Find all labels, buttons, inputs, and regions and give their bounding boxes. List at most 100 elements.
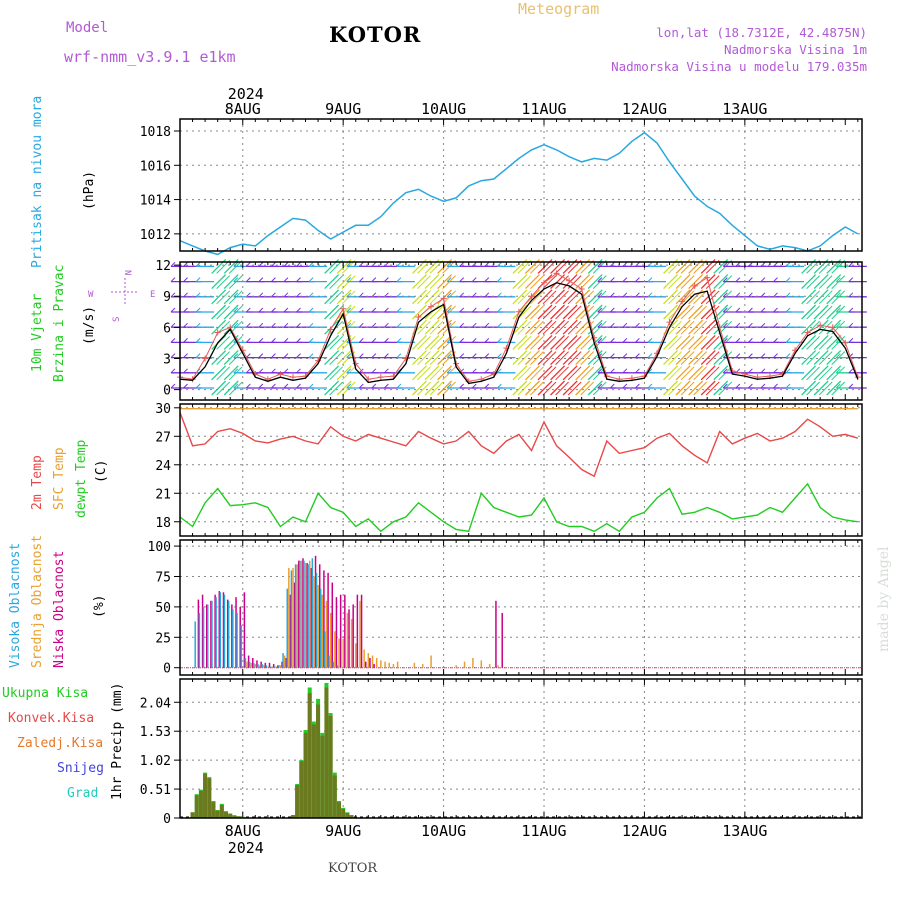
wind-barb	[296, 322, 301, 328]
wind-barb	[806, 290, 820, 305]
wind-barb	[785, 368, 791, 374]
wind-barb	[517, 336, 532, 350]
wind-barb	[437, 380, 453, 396]
top-day-label: 9AUG	[325, 100, 361, 118]
cloud-high-bar	[248, 661, 251, 668]
wind-barb	[346, 307, 352, 313]
wind-barb	[537, 289, 553, 305]
wind-barb	[170, 338, 176, 343]
wind-barb	[818, 275, 833, 289]
wind-barb	[760, 277, 766, 282]
wind-barb	[384, 262, 389, 267]
wind-barb	[748, 368, 753, 374]
wind-barb	[283, 277, 289, 282]
wind-barb	[417, 351, 431, 365]
wind-barb	[688, 365, 704, 381]
wind-barb	[446, 277, 452, 282]
panel-frame	[179, 261, 863, 401]
wind-barb	[713, 380, 729, 396]
wind-barb	[688, 304, 704, 320]
wind-barb	[688, 380, 704, 396]
wind-barb	[471, 307, 477, 313]
wind-barb	[530, 336, 544, 350]
cloud-high-bar	[294, 564, 297, 668]
wind-barb	[183, 383, 188, 389]
cloud-high-bar	[286, 588, 288, 668]
wind-barb	[580, 290, 595, 305]
conv-precip-bar	[215, 810, 220, 818]
wind-barb	[358, 277, 364, 282]
wind-barb	[183, 277, 188, 282]
cloud-mid-bar	[350, 619, 353, 668]
wind-barb	[233, 322, 239, 328]
wind-barb	[346, 292, 352, 298]
legend-conv-rain: Konvek.Kisa	[8, 711, 95, 726]
wind-barb	[647, 353, 653, 358]
cloud-mid-bar	[388, 662, 391, 668]
y-tick-label: 9	[163, 290, 171, 305]
conv-precip-bar	[316, 704, 321, 818]
cloud-low-bar	[339, 594, 342, 668]
wind-barb	[550, 319, 566, 335]
cloud-low-bar	[214, 594, 216, 668]
wind-barb	[785, 383, 791, 389]
y-tick-label: 24	[155, 459, 171, 474]
wind-barb	[223, 380, 239, 396]
y-tick-label: 12	[155, 259, 171, 274]
wind-barb	[437, 274, 453, 290]
wind-barb	[258, 262, 264, 267]
wind-barb	[609, 262, 615, 267]
wind-barb	[835, 338, 841, 343]
wind-gust-marker	[277, 371, 284, 378]
wind-barb	[412, 350, 427, 366]
wind-barb	[296, 368, 301, 374]
cloud-high-bar	[282, 653, 284, 668]
wind-barb	[748, 353, 753, 358]
bottom-day-label: 9AUG	[325, 822, 361, 840]
wind-barb	[693, 366, 707, 381]
wind-barb	[705, 305, 720, 320]
cloud-mid-bar	[334, 631, 336, 668]
wind-barb	[575, 350, 591, 366]
y-tick-label: 30	[155, 402, 171, 417]
wind-barb	[324, 289, 340, 305]
wind-gust-marker	[578, 285, 585, 292]
wind-barb	[517, 351, 532, 365]
wind-barb	[587, 350, 603, 366]
wind-barb	[308, 353, 314, 358]
wind-barb	[835, 322, 841, 328]
conv-precip-bar	[328, 715, 333, 818]
cloud-low-bar	[352, 604, 354, 668]
conv-precip-bar	[211, 802, 216, 818]
wind-barb	[705, 275, 720, 289]
cloud-high-bar	[240, 625, 242, 668]
cloud-low-bar	[222, 592, 225, 668]
wind-barb	[713, 365, 729, 381]
wind-barb	[567, 366, 582, 381]
wind-barb	[550, 365, 566, 381]
wind-barb	[324, 350, 340, 366]
cloud-mid-bar	[254, 664, 257, 668]
top-year-label: 2024	[228, 85, 264, 103]
wind-barb	[663, 365, 678, 381]
wind-barb	[818, 351, 833, 365]
wind-barb	[693, 305, 707, 320]
wind-barb	[700, 304, 716, 320]
cloud-high-bar	[324, 631, 326, 668]
wind-barb	[693, 290, 707, 305]
wind-barb	[542, 351, 557, 365]
wind-barb	[826, 289, 842, 305]
y-tick-label: 0	[163, 662, 171, 677]
wind-barb	[170, 353, 176, 358]
wind-barb	[512, 289, 528, 305]
wind-barb	[446, 307, 452, 313]
cloud-mid-bar	[430, 655, 432, 668]
wind-barb	[722, 292, 728, 298]
wind-gust-marker	[289, 374, 296, 381]
wind-barb	[848, 368, 854, 374]
cloud-low-bar	[285, 657, 288, 668]
cloud-high-bar	[227, 600, 230, 668]
wind-barb	[446, 383, 452, 389]
wind-barb	[233, 368, 239, 374]
wind-barb	[550, 350, 566, 366]
